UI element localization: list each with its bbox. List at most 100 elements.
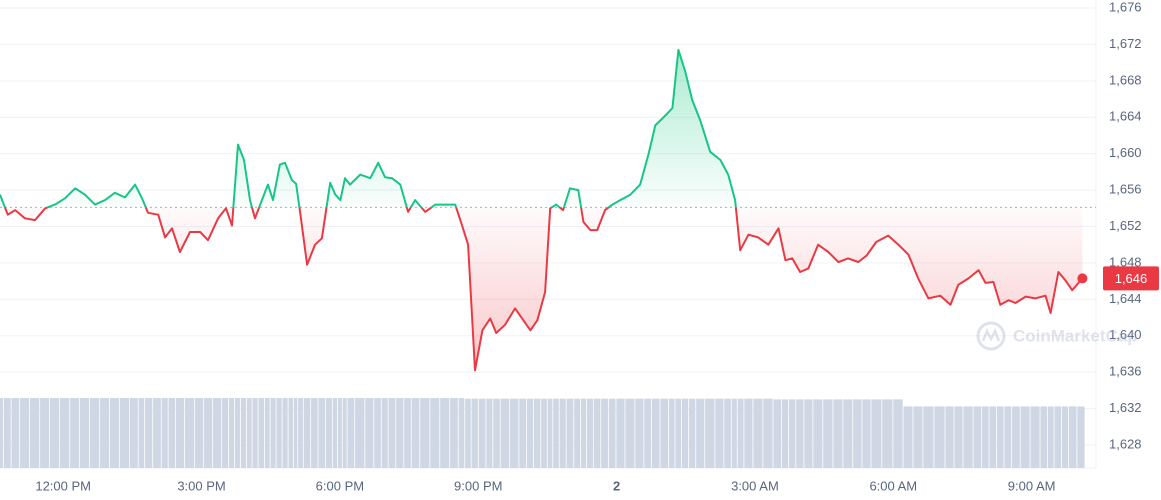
volume-bar bbox=[337, 398, 342, 468]
x-tick-label: 2 bbox=[613, 478, 620, 493]
volume-bar bbox=[660, 398, 669, 468]
volume-bar bbox=[195, 398, 204, 468]
volume-bar bbox=[519, 398, 527, 468]
y-tick-label: 1,660 bbox=[1109, 145, 1142, 160]
volume-bar bbox=[355, 398, 365, 468]
volume-bar bbox=[471, 398, 478, 468]
volume-bar bbox=[715, 398, 724, 468]
y-tick-label: 1,648 bbox=[1109, 254, 1142, 269]
volume-bar bbox=[601, 398, 608, 468]
x-tick-label: 3:00 AM bbox=[731, 478, 779, 493]
volume-bar bbox=[833, 399, 843, 468]
volume-bar bbox=[130, 398, 138, 468]
volume-bar bbox=[533, 398, 541, 468]
volume-bar bbox=[3, 398, 11, 468]
volume-bar bbox=[184, 398, 195, 468]
volume-bar bbox=[1068, 406, 1077, 468]
volume-bar bbox=[893, 399, 903, 468]
volume-bar bbox=[29, 398, 40, 468]
volume-bar bbox=[347, 398, 355, 468]
volume-bar bbox=[696, 398, 705, 468]
volume-bar bbox=[252, 398, 258, 468]
y-tick-label: 1,644 bbox=[1109, 291, 1142, 306]
volume-bar bbox=[724, 398, 731, 468]
volume-bar bbox=[996, 406, 1004, 468]
volume-bar bbox=[478, 398, 486, 468]
volume-bar bbox=[675, 398, 682, 468]
volume-bar bbox=[796, 399, 804, 468]
volume-bar bbox=[1048, 406, 1054, 468]
volume-bar bbox=[234, 398, 241, 468]
volume-bar bbox=[213, 398, 222, 468]
volume-bar bbox=[222, 398, 229, 468]
y-tick-label: 1,632 bbox=[1109, 400, 1142, 415]
volume-bar bbox=[374, 398, 381, 468]
volume-bar bbox=[753, 398, 763, 468]
y-tick-label: 1,676 bbox=[1109, 0, 1142, 14]
volume-bar bbox=[923, 406, 934, 468]
price-line bbox=[0, 48, 1084, 372]
volume-bar bbox=[20, 398, 30, 468]
volume-bar bbox=[737, 398, 744, 468]
watermark: CoinMarketCap bbox=[976, 321, 1138, 351]
volume-bar bbox=[547, 398, 553, 468]
watermark-logo bbox=[976, 321, 1006, 351]
volume-bar bbox=[989, 406, 997, 468]
volume-bar bbox=[50, 398, 60, 468]
volume-bar bbox=[240, 398, 247, 468]
volume-bar bbox=[138, 398, 145, 468]
volume-bar bbox=[440, 398, 450, 468]
volume-bar bbox=[258, 398, 265, 468]
volume-bar bbox=[342, 398, 347, 468]
volume-bar bbox=[731, 398, 737, 468]
volume-bar bbox=[311, 398, 318, 468]
x-tick-label: 6:00 PM bbox=[316, 478, 364, 493]
volume-bar bbox=[586, 398, 593, 468]
volume-bar bbox=[1030, 406, 1040, 468]
volume-bar bbox=[381, 398, 388, 468]
volume-bar bbox=[681, 398, 688, 468]
y-tick-label: 1,672 bbox=[1109, 36, 1142, 51]
y-tick-label: 1,640 bbox=[1109, 327, 1142, 342]
y-tick-label: 1,652 bbox=[1109, 218, 1142, 233]
volume-bar bbox=[264, 398, 270, 468]
volume-bar bbox=[763, 398, 773, 468]
volume-bar bbox=[450, 398, 458, 468]
volume-bar bbox=[288, 398, 294, 468]
x-tick-label: 9:00 PM bbox=[454, 478, 502, 493]
volume-bar bbox=[973, 406, 982, 468]
volume-bar bbox=[100, 398, 110, 468]
volume-bar bbox=[945, 406, 954, 468]
volume-bar bbox=[625, 398, 635, 468]
volume-bar bbox=[332, 398, 338, 468]
watermark-text: CoinMarketCap bbox=[1013, 326, 1138, 345]
price-badge-label: 1,646 bbox=[1115, 271, 1148, 286]
volume-bar bbox=[168, 398, 176, 468]
y-tick-label: 1,668 bbox=[1109, 72, 1142, 87]
volume-bar bbox=[862, 399, 871, 468]
volume-bar bbox=[843, 399, 853, 468]
volume-bar bbox=[161, 398, 168, 468]
volume-bar bbox=[298, 398, 303, 468]
volume-bar bbox=[510, 398, 519, 468]
volume-bar bbox=[80, 398, 90, 468]
volume-bar bbox=[1077, 406, 1085, 468]
volume-bar bbox=[411, 398, 420, 468]
volume-bar bbox=[458, 398, 465, 468]
volume-bar bbox=[813, 399, 823, 468]
volume-bar bbox=[282, 398, 288, 468]
volume-bar bbox=[1004, 406, 1012, 468]
volume-bar bbox=[145, 398, 153, 468]
price-badge bbox=[1103, 266, 1159, 291]
volume-bar bbox=[651, 398, 660, 468]
volume-bar bbox=[781, 399, 789, 468]
volume-bar bbox=[404, 398, 411, 468]
volume-bar bbox=[493, 398, 500, 468]
volume-bar bbox=[773, 399, 782, 468]
volume-bar bbox=[500, 398, 510, 468]
volume-bar bbox=[580, 398, 587, 468]
volume-bar bbox=[40, 398, 50, 468]
volume-bar bbox=[89, 398, 100, 468]
volume-bar bbox=[1054, 406, 1062, 468]
volume-bar bbox=[903, 406, 913, 468]
